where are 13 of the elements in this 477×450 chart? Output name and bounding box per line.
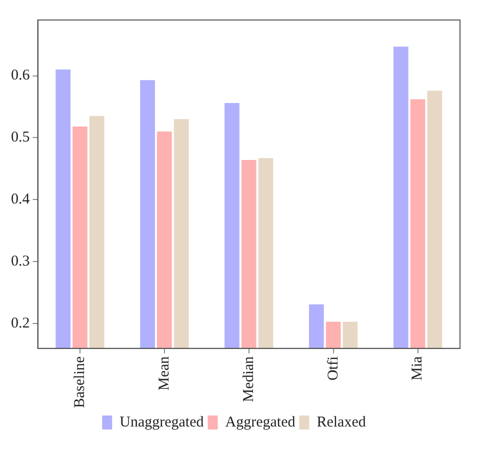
y-tick-label: 0.6 [11,68,30,84]
y-tick-label: 0.2 [11,316,30,332]
legend-label: Unaggregated [120,414,204,430]
x-tick-label: Median [240,356,257,402]
x-tick-label: Mean [156,356,172,391]
x-tick-label: Mia [410,356,426,381]
x-tick-label: Otfi [325,356,342,381]
y-tick-label: 0.5 [11,130,30,146]
y-tick-label: 0.4 [11,192,30,208]
y-tick-label: 0.3 [11,254,30,270]
legend-label: Aggregated [225,414,296,430]
x-tick-label: Baseline [72,356,88,408]
legend-label: Relaxed [316,414,366,430]
